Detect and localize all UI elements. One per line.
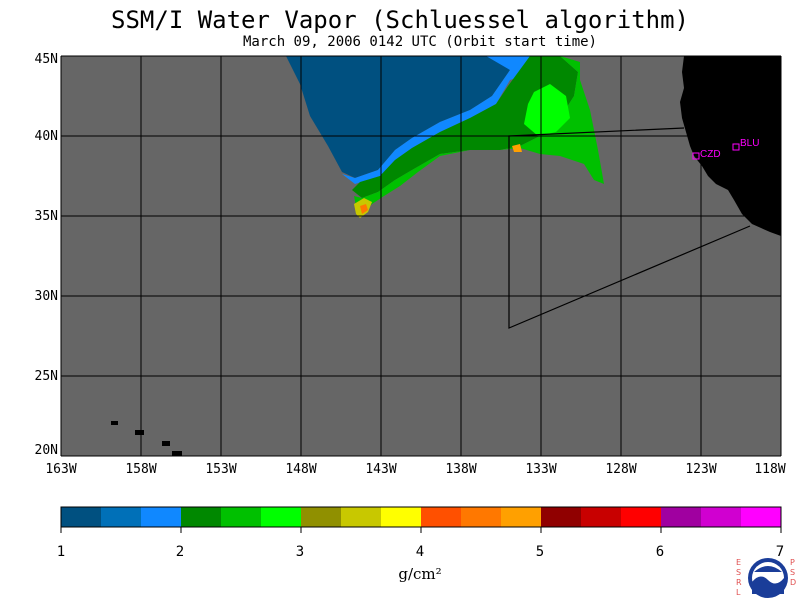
lat-label-35n: 35N xyxy=(34,209,58,224)
lon-label-118w: 118W xyxy=(754,462,786,477)
station-czd-marker xyxy=(692,152,700,160)
vapor-region-orange-2 xyxy=(512,144,522,152)
colorbar-tick-1: 1 xyxy=(56,544,66,560)
station-blu-marker xyxy=(732,143,740,151)
logo-letter: E xyxy=(736,558,742,567)
logo-letter: R xyxy=(736,578,742,587)
vapor-swath xyxy=(286,56,604,218)
region-outline xyxy=(508,127,751,329)
lon-label-128w: 128W xyxy=(605,462,637,477)
colorbar-swatch xyxy=(701,507,742,527)
vapor-region-orange xyxy=(360,204,368,214)
colorbar-tick-7: 7 xyxy=(775,544,785,560)
colorbar-swatch xyxy=(461,507,502,527)
colorbar-swatch xyxy=(421,507,462,527)
colorbar-swatch xyxy=(501,507,542,527)
logo-right-letters: P S D xyxy=(790,558,798,588)
colorbar-tick-5: 5 xyxy=(535,544,545,560)
vapor-region-green-light xyxy=(524,84,570,136)
colorbar-swatch xyxy=(661,507,702,527)
colorbar xyxy=(60,506,782,533)
vapor-region-green-dark xyxy=(352,56,578,198)
lon-label-138w: 138W xyxy=(445,462,477,477)
station-markers xyxy=(692,143,740,160)
station-czd-label: CZD xyxy=(700,149,721,160)
colorbar-swatch xyxy=(341,507,382,527)
lon-label-143w: 143W xyxy=(365,462,397,477)
noaa-logo xyxy=(748,558,788,598)
vapor-region-low xyxy=(286,56,540,178)
vapor-region-blue xyxy=(342,56,540,184)
logo-letter: D xyxy=(790,578,797,587)
lat-label-20n: 20N xyxy=(34,443,58,458)
lon-label-123w: 123W xyxy=(685,462,717,477)
map-title: SSM/I Water Vapor (Schluessel algorithm) xyxy=(111,6,689,34)
lat-label-40n: 40N xyxy=(34,129,58,144)
colorbar-swatch xyxy=(261,507,302,527)
colorbar-swatch xyxy=(621,507,662,527)
colorbar-swatch xyxy=(381,507,422,527)
colorbar-swatch xyxy=(221,507,262,527)
colorbar-tick-6: 6 xyxy=(655,544,665,560)
colorbar-tick-4: 4 xyxy=(415,544,425,560)
colorbar-tick-3: 3 xyxy=(295,544,305,560)
vapor-region-green xyxy=(354,56,604,210)
logo-letter: P xyxy=(790,558,795,567)
colorbar-swatch xyxy=(101,507,142,527)
colorbar-swatch xyxy=(141,507,182,527)
colorbar-tick-2: 2 xyxy=(175,544,185,560)
colorbar-swatch xyxy=(301,507,342,527)
logo-left-letters: E S R L xyxy=(736,558,744,598)
station-blu-label: BLU xyxy=(740,138,759,149)
land-north-america xyxy=(680,56,781,236)
colorbar-swatch xyxy=(541,507,582,527)
logo-letter: L xyxy=(736,588,741,597)
logo-letter: S xyxy=(790,568,796,577)
colorbar-swatch xyxy=(61,507,102,527)
lon-label-158w: 158W xyxy=(125,462,157,477)
map-grid xyxy=(60,55,782,457)
lon-label-163w: 163W xyxy=(45,462,77,477)
lon-label-133w: 133W xyxy=(525,462,557,477)
logo-letter: S xyxy=(736,568,742,577)
land-hawaii xyxy=(111,421,182,456)
lon-label-153w: 153W xyxy=(205,462,237,477)
lat-label-45n: 45N xyxy=(34,52,58,67)
colorbar-swatch xyxy=(741,507,782,527)
lon-label-148w: 148W xyxy=(285,462,317,477)
lat-label-30n: 30N xyxy=(34,289,58,304)
colorbar-swatch xyxy=(581,507,622,527)
lat-label-25n: 25N xyxy=(34,369,58,384)
colorbar-swatch xyxy=(181,507,222,527)
map-subtitle: March 09, 2006 0142 UTC (Orbit start tim… xyxy=(242,34,597,50)
colorbar-unit: g/cm² xyxy=(398,565,442,583)
